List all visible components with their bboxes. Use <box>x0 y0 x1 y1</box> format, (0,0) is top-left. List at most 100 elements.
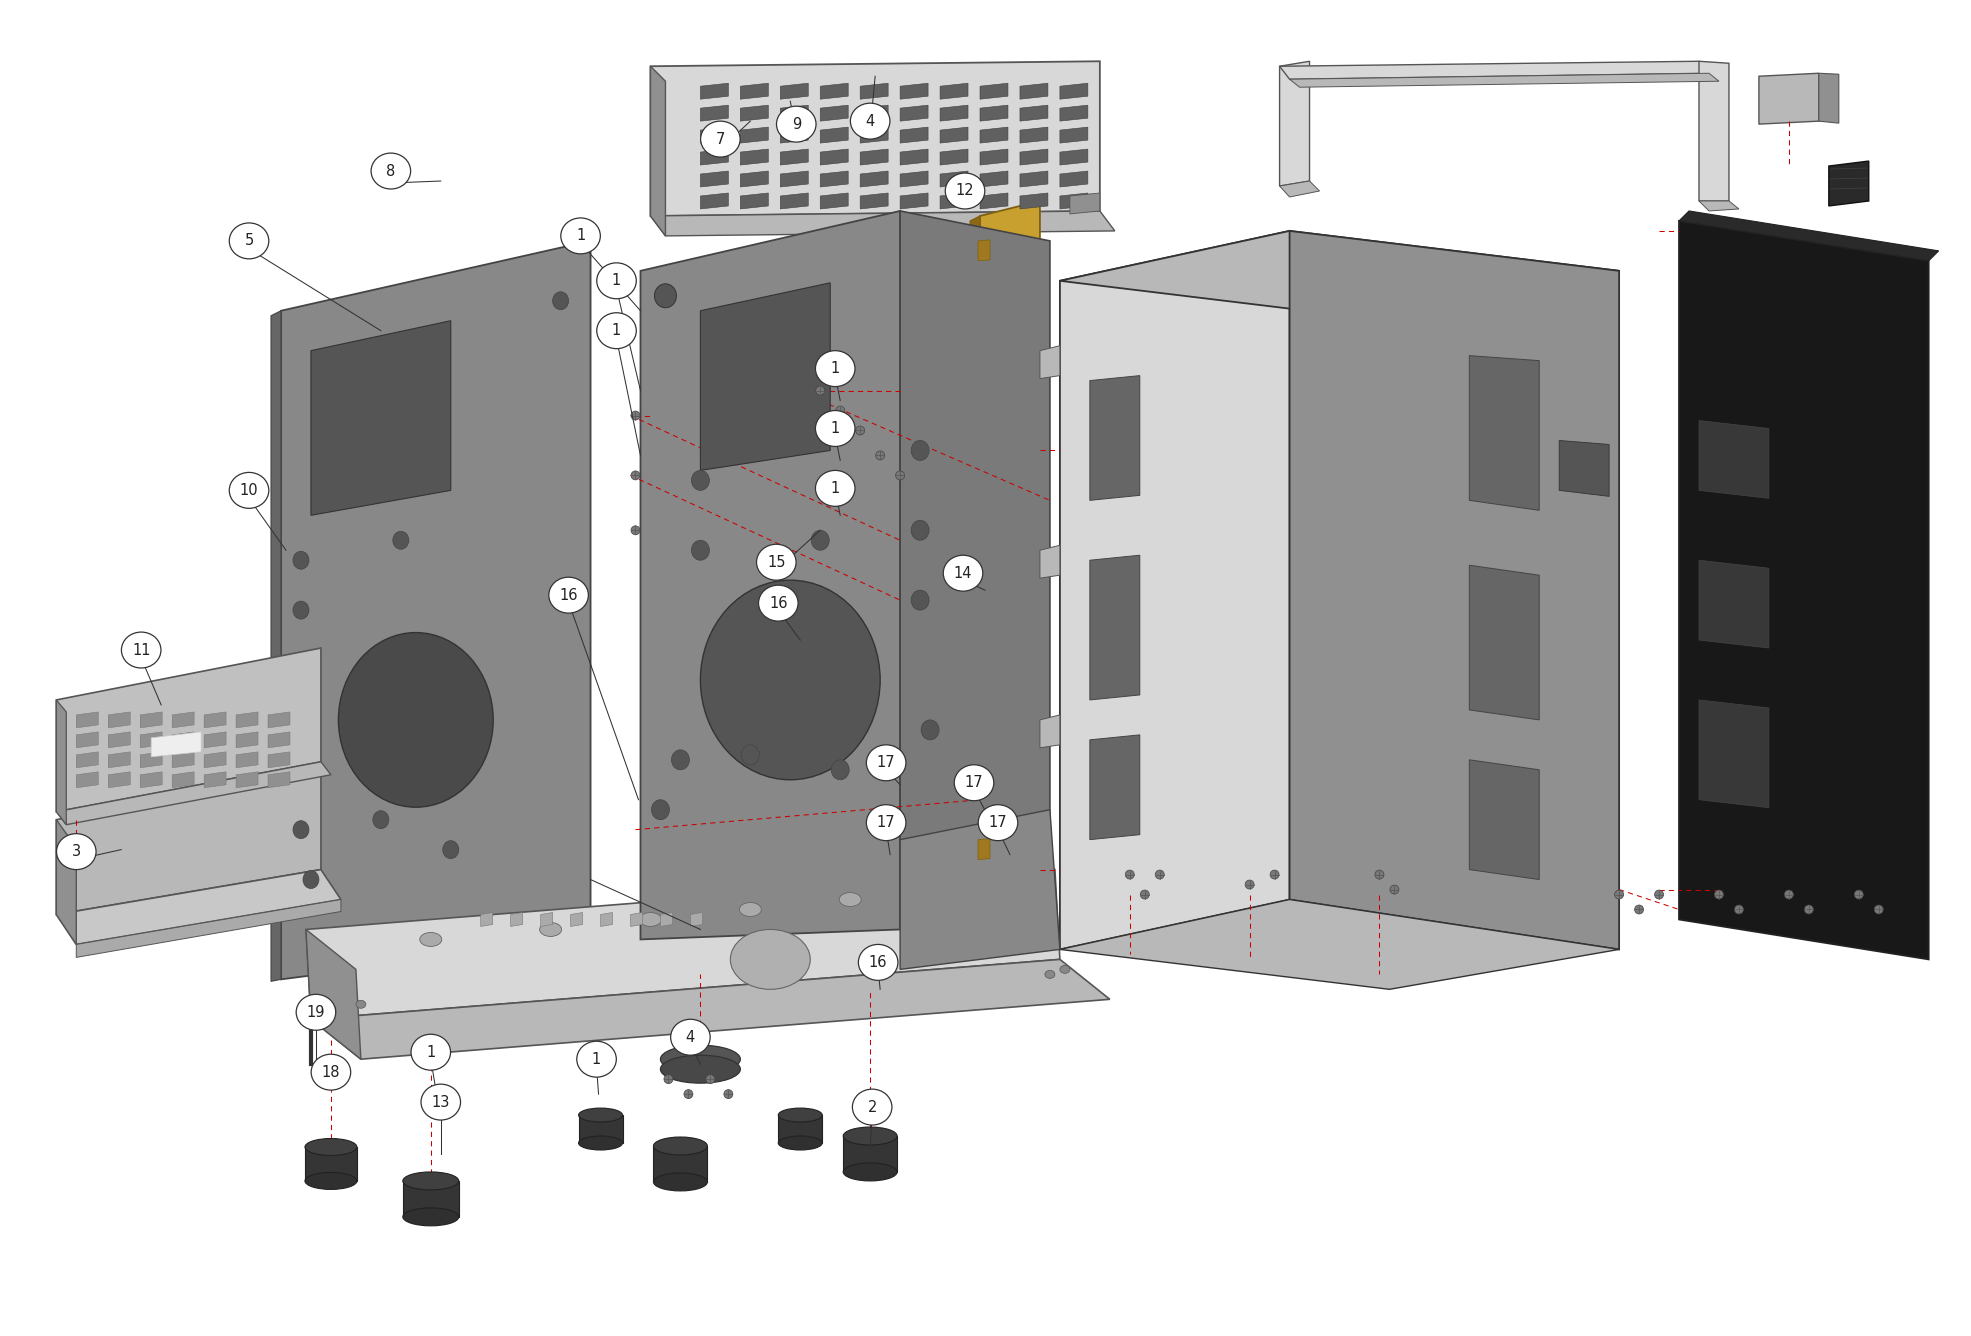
Ellipse shape <box>597 313 637 349</box>
Polygon shape <box>1699 560 1768 648</box>
Polygon shape <box>311 959 1110 1059</box>
Ellipse shape <box>1654 890 1664 899</box>
Polygon shape <box>1699 61 1729 200</box>
Polygon shape <box>171 732 193 748</box>
Polygon shape <box>570 912 583 926</box>
Text: 19: 19 <box>307 1005 325 1019</box>
Polygon shape <box>205 732 227 748</box>
Ellipse shape <box>911 520 928 540</box>
Ellipse shape <box>229 223 268 259</box>
Polygon shape <box>282 240 591 979</box>
Ellipse shape <box>1060 966 1070 974</box>
Polygon shape <box>741 171 769 187</box>
Ellipse shape <box>700 122 741 158</box>
Polygon shape <box>781 150 808 166</box>
Ellipse shape <box>944 556 984 591</box>
Polygon shape <box>1041 715 1060 748</box>
Polygon shape <box>57 762 331 824</box>
Ellipse shape <box>670 1019 710 1055</box>
Text: 17: 17 <box>877 755 895 771</box>
Ellipse shape <box>420 933 442 946</box>
Polygon shape <box>741 127 769 143</box>
Text: 13: 13 <box>432 1094 449 1110</box>
Ellipse shape <box>920 720 938 740</box>
Polygon shape <box>1090 735 1139 839</box>
Polygon shape <box>1758 73 1819 124</box>
Polygon shape <box>140 772 162 788</box>
Ellipse shape <box>706 1074 715 1083</box>
Ellipse shape <box>816 350 855 386</box>
Ellipse shape <box>597 263 637 299</box>
Polygon shape <box>1279 61 1309 186</box>
Ellipse shape <box>1390 884 1399 894</box>
Polygon shape <box>77 899 341 958</box>
Polygon shape <box>540 912 552 926</box>
Polygon shape <box>781 106 808 122</box>
Polygon shape <box>1060 150 1088 166</box>
Polygon shape <box>171 752 193 768</box>
Polygon shape <box>579 1116 623 1144</box>
Polygon shape <box>1041 545 1060 578</box>
Ellipse shape <box>759 585 798 621</box>
Ellipse shape <box>311 1054 351 1090</box>
Polygon shape <box>1090 556 1139 700</box>
Ellipse shape <box>832 481 850 501</box>
Text: 1: 1 <box>830 481 840 496</box>
Ellipse shape <box>1803 904 1813 914</box>
Ellipse shape <box>402 1172 459 1190</box>
Ellipse shape <box>911 591 928 611</box>
Ellipse shape <box>867 804 907 840</box>
Text: 1: 1 <box>576 228 585 243</box>
Polygon shape <box>140 712 162 728</box>
Text: 1: 1 <box>611 323 621 338</box>
Ellipse shape <box>1614 890 1624 899</box>
Polygon shape <box>980 192 1007 208</box>
Polygon shape <box>205 712 227 728</box>
Ellipse shape <box>306 1173 357 1189</box>
Polygon shape <box>268 732 290 748</box>
Polygon shape <box>1019 171 1049 187</box>
Ellipse shape <box>954 764 993 800</box>
Text: 16: 16 <box>560 588 578 603</box>
Polygon shape <box>844 1136 897 1172</box>
Polygon shape <box>1090 375 1139 501</box>
Polygon shape <box>1060 899 1618 990</box>
Polygon shape <box>1019 83 1049 99</box>
Ellipse shape <box>840 892 861 907</box>
Ellipse shape <box>777 106 816 142</box>
Polygon shape <box>940 106 968 122</box>
Ellipse shape <box>692 470 710 490</box>
Polygon shape <box>940 127 968 143</box>
Ellipse shape <box>816 410 855 446</box>
Ellipse shape <box>731 930 810 990</box>
Text: 17: 17 <box>964 775 984 791</box>
Polygon shape <box>820 192 848 208</box>
Ellipse shape <box>304 871 319 888</box>
Polygon shape <box>781 171 808 187</box>
Text: 8: 8 <box>386 163 396 179</box>
Polygon shape <box>901 810 1060 970</box>
Polygon shape <box>237 732 258 748</box>
Ellipse shape <box>867 745 907 780</box>
Ellipse shape <box>1125 870 1133 879</box>
Polygon shape <box>820 106 848 122</box>
Polygon shape <box>1289 231 1618 950</box>
Ellipse shape <box>672 749 690 770</box>
Polygon shape <box>1100 279 1559 910</box>
Text: 1: 1 <box>426 1045 436 1059</box>
Polygon shape <box>781 192 808 208</box>
Text: 1: 1 <box>611 274 621 289</box>
Ellipse shape <box>325 1005 335 1013</box>
Polygon shape <box>970 216 980 878</box>
Ellipse shape <box>723 1090 733 1098</box>
Polygon shape <box>1468 565 1539 720</box>
Polygon shape <box>980 150 1007 166</box>
Ellipse shape <box>739 903 761 916</box>
Ellipse shape <box>294 552 309 569</box>
Ellipse shape <box>579 1136 623 1150</box>
Polygon shape <box>311 321 451 516</box>
Ellipse shape <box>757 544 796 580</box>
Ellipse shape <box>540 922 562 937</box>
Polygon shape <box>1279 61 1709 79</box>
Polygon shape <box>108 772 130 788</box>
